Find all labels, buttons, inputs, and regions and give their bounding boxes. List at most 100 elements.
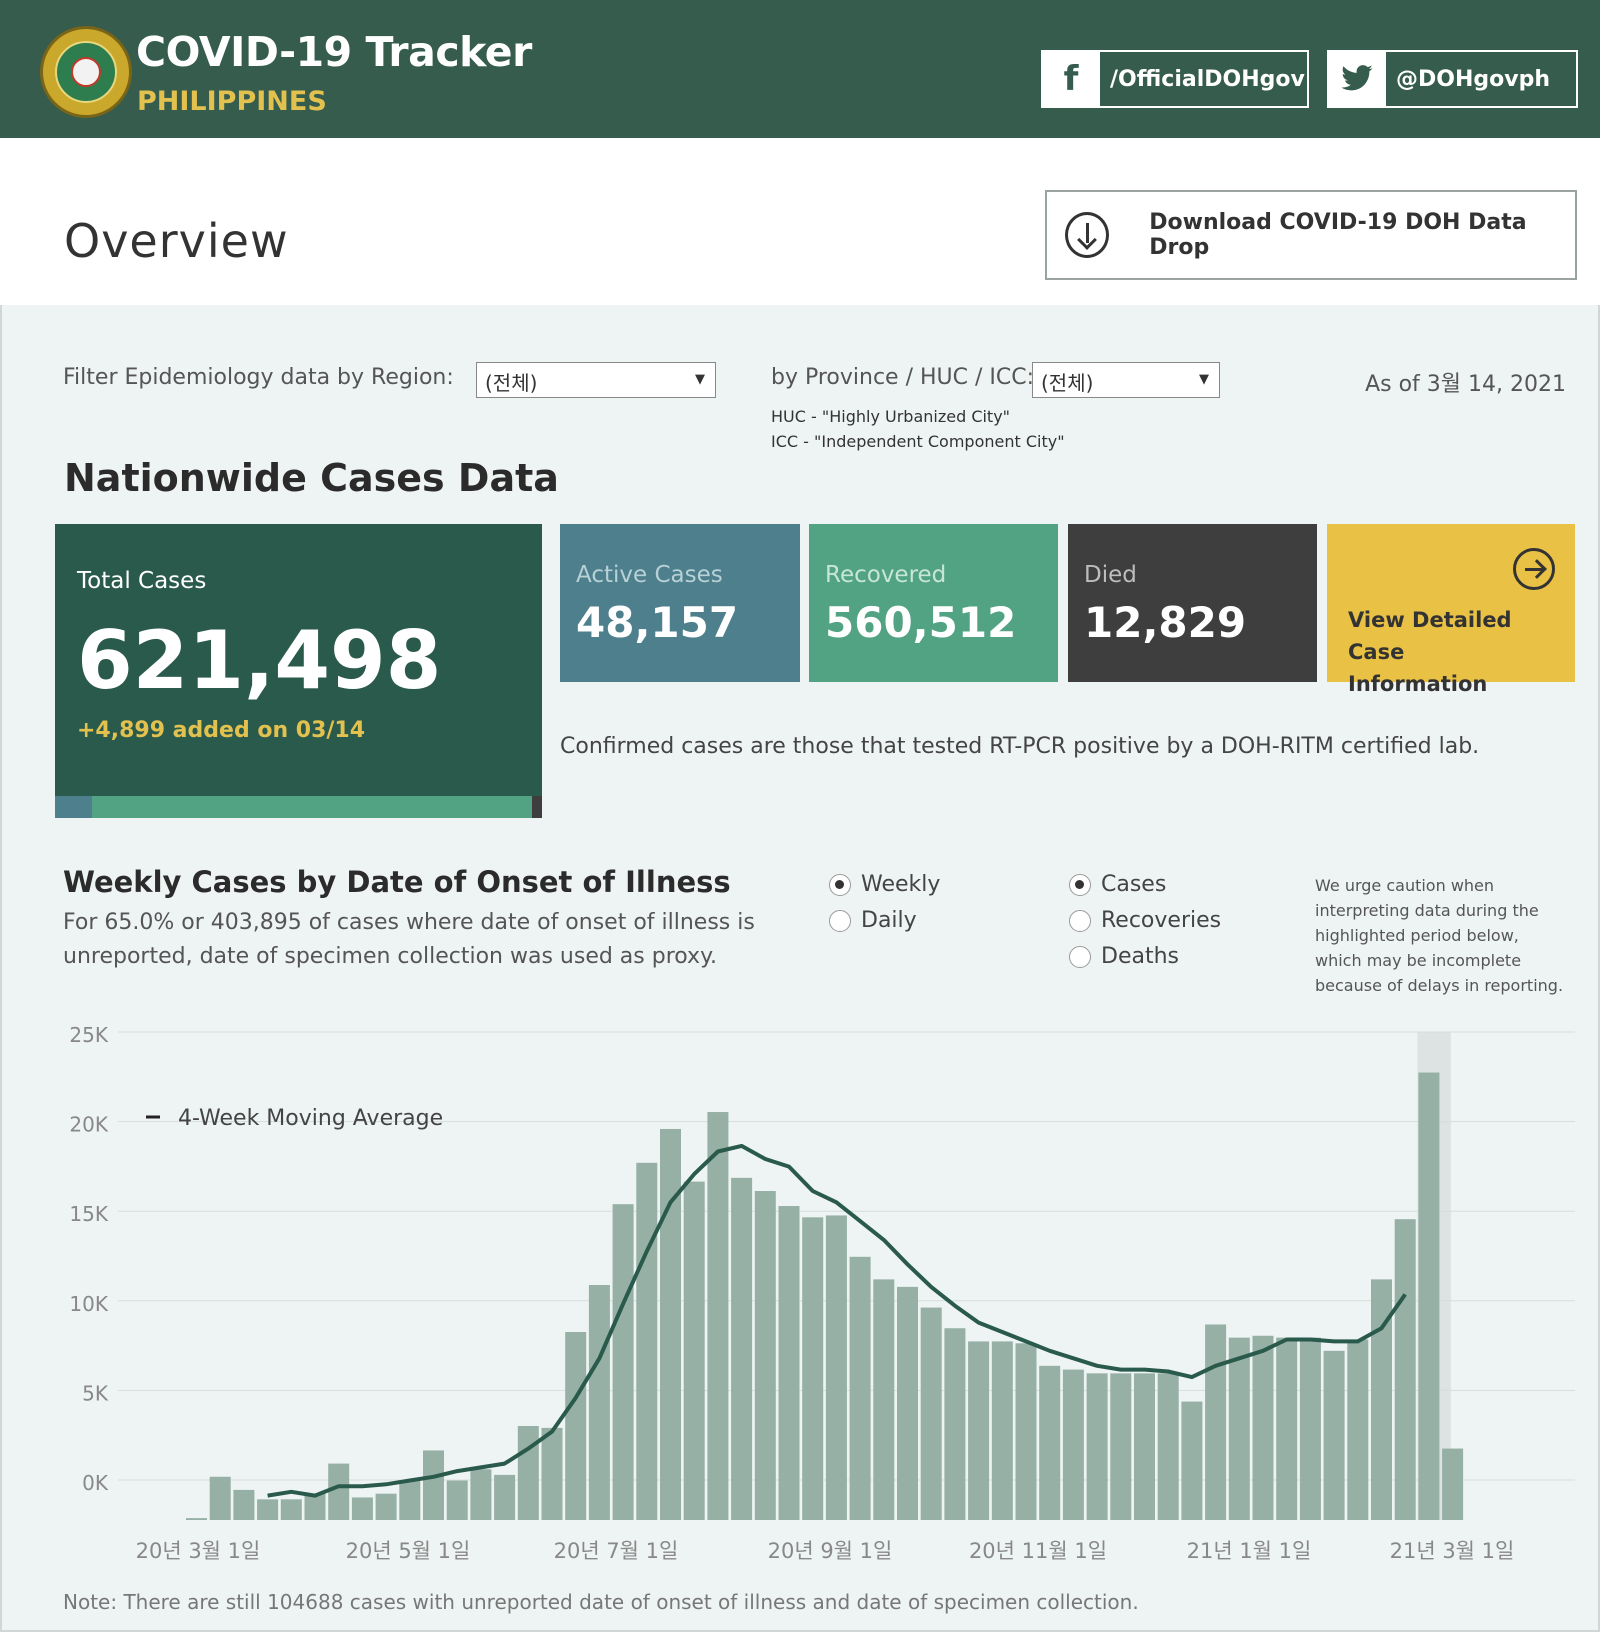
bar[interactable] <box>873 1279 895 1520</box>
bar[interactable] <box>1394 1219 1416 1520</box>
bar[interactable] <box>660 1128 681 1520</box>
radio-weekly-label: Weekly <box>861 872 941 897</box>
y-tick-label: 5K <box>82 1381 109 1405</box>
active-cases-card: Active Cases 48,157 <box>560 524 800 682</box>
bar[interactable] <box>825 1215 847 1520</box>
bar[interactable] <box>968 1341 990 1520</box>
download-data-drop-button[interactable]: Download COVID-19 DOH Data Drop <box>1045 190 1577 280</box>
x-tick-label: 20년 3월 1일 <box>136 1539 261 1563</box>
view-detailed-case-button[interactable]: View Detailed Case Information <box>1327 524 1575 696</box>
bar[interactable] <box>280 1499 302 1520</box>
died-card: Died 12,829 <box>1068 524 1317 682</box>
recovered-value: 560,512 <box>825 598 1017 647</box>
bar[interactable] <box>636 1162 658 1520</box>
total-cases-label: Total Cases <box>77 568 207 594</box>
bar[interactable] <box>1323 1350 1345 1520</box>
twitter-link[interactable]: @DOHgovph <box>1327 50 1578 108</box>
bar[interactable] <box>1181 1401 1203 1520</box>
bar[interactable] <box>328 1463 350 1520</box>
bar[interactable] <box>257 1499 279 1520</box>
died-value: 12,829 <box>1084 598 1247 647</box>
bar[interactable] <box>446 1480 468 1520</box>
bar[interactable] <box>209 1476 231 1520</box>
bar[interactable] <box>683 1181 705 1520</box>
radio-deaths-label: Deaths <box>1101 944 1179 969</box>
x-tick-label: 20년 11월 1일 <box>969 1539 1107 1563</box>
x-tick-label: 20년 5월 1일 <box>346 1539 471 1563</box>
x-tick-label: 21년 3월 1일 <box>1390 1539 1515 1563</box>
radio-dot <box>829 909 851 932</box>
radio-dot <box>1069 909 1091 932</box>
radio-recoveries-label: Recoveries <box>1101 908 1222 933</box>
bar[interactable] <box>470 1469 492 1520</box>
huc-note: HUC - "Highly Urbanized City" <box>771 407 1011 426</box>
bar[interactable] <box>991 1341 1013 1520</box>
arrow-right-circle-icon <box>1513 548 1555 590</box>
facebook-icon: f <box>1042 51 1100 107</box>
bar[interactable] <box>423 1450 444 1520</box>
radio-dot <box>1069 873 1091 896</box>
region-filter-label: Filter Epidemiology data by Region: <box>63 365 454 390</box>
bar[interactable] <box>1347 1339 1369 1520</box>
radio-cases[interactable]: Cases <box>1069 872 1166 897</box>
bar[interactable] <box>802 1217 824 1520</box>
bar[interactable] <box>541 1427 563 1520</box>
facebook-link[interactable]: f /OfficialDOHgov <box>1041 50 1309 108</box>
bar[interactable] <box>351 1497 373 1520</box>
active-cases-value: 48,157 <box>576 598 739 647</box>
bar[interactable] <box>517 1426 539 1520</box>
bar[interactable] <box>588 1285 610 1520</box>
bar[interactable] <box>1110 1373 1132 1520</box>
y-tick-label: 0K <box>82 1471 109 1495</box>
bar[interactable] <box>707 1112 729 1520</box>
province-select-value: (전체) <box>1041 371 1094 395</box>
radio-deaths[interactable]: Deaths <box>1069 944 1179 969</box>
active-segment <box>55 796 92 818</box>
weekly-description: For 65.0% or 403,895 of cases where date… <box>63 910 755 969</box>
bar[interactable] <box>494 1474 516 1520</box>
bar[interactable] <box>731 1177 753 1520</box>
bar[interactable] <box>1062 1369 1084 1520</box>
bar[interactable] <box>186 1518 207 1520</box>
bar[interactable] <box>1442 1448 1464 1520</box>
bar[interactable] <box>920 1307 942 1520</box>
bar[interactable] <box>304 1493 326 1520</box>
x-tick-label: 21년 1월 1일 <box>1187 1539 1312 1563</box>
bar[interactable] <box>399 1480 421 1520</box>
case-breakdown-bar <box>55 796 542 818</box>
died-segment <box>532 796 542 818</box>
bar[interactable] <box>1228 1337 1250 1520</box>
y-tick-label: 10K <box>69 1292 108 1316</box>
y-tick-label: 25K <box>69 1023 108 1047</box>
bar[interactable] <box>1015 1343 1037 1520</box>
province-select[interactable]: (전체) ▼ <box>1032 362 1220 398</box>
bar[interactable] <box>375 1493 397 1520</box>
bar[interactable] <box>612 1204 634 1520</box>
twitter-handle: @DOHgovph <box>1396 66 1550 92</box>
bar[interactable] <box>233 1489 255 1520</box>
bar[interactable] <box>778 1206 800 1520</box>
weekly-title: Weekly Cases by Date of Onset of Illness <box>63 865 731 899</box>
bar[interactable] <box>1371 1279 1392 1520</box>
app-title: COVID-19 Tracker <box>136 28 532 76</box>
radio-weekly[interactable]: Weekly <box>829 872 940 897</box>
bar[interactable] <box>1276 1337 1298 1520</box>
bar[interactable] <box>1134 1373 1155 1520</box>
bar[interactable] <box>1157 1373 1179 1520</box>
radio-daily[interactable]: Daily <box>829 908 917 933</box>
bar[interactable] <box>1086 1373 1108 1520</box>
radio-recoveries[interactable]: Recoveries <box>1069 908 1221 933</box>
bar[interactable] <box>754 1191 776 1520</box>
dropdown-arrow-icon: ▼ <box>695 372 705 387</box>
region-select[interactable]: (전체) ▼ <box>476 362 716 398</box>
bar[interactable] <box>1299 1337 1321 1520</box>
bar[interactable] <box>944 1328 966 1520</box>
bar[interactable] <box>1418 1072 1440 1520</box>
bar[interactable] <box>897 1286 918 1520</box>
radio-dot <box>1069 945 1091 968</box>
bar[interactable] <box>849 1256 871 1520</box>
bar[interactable] <box>1205 1324 1227 1520</box>
bar[interactable] <box>1039 1365 1061 1520</box>
bar[interactable] <box>565 1332 587 1520</box>
bar[interactable] <box>1252 1335 1274 1520</box>
